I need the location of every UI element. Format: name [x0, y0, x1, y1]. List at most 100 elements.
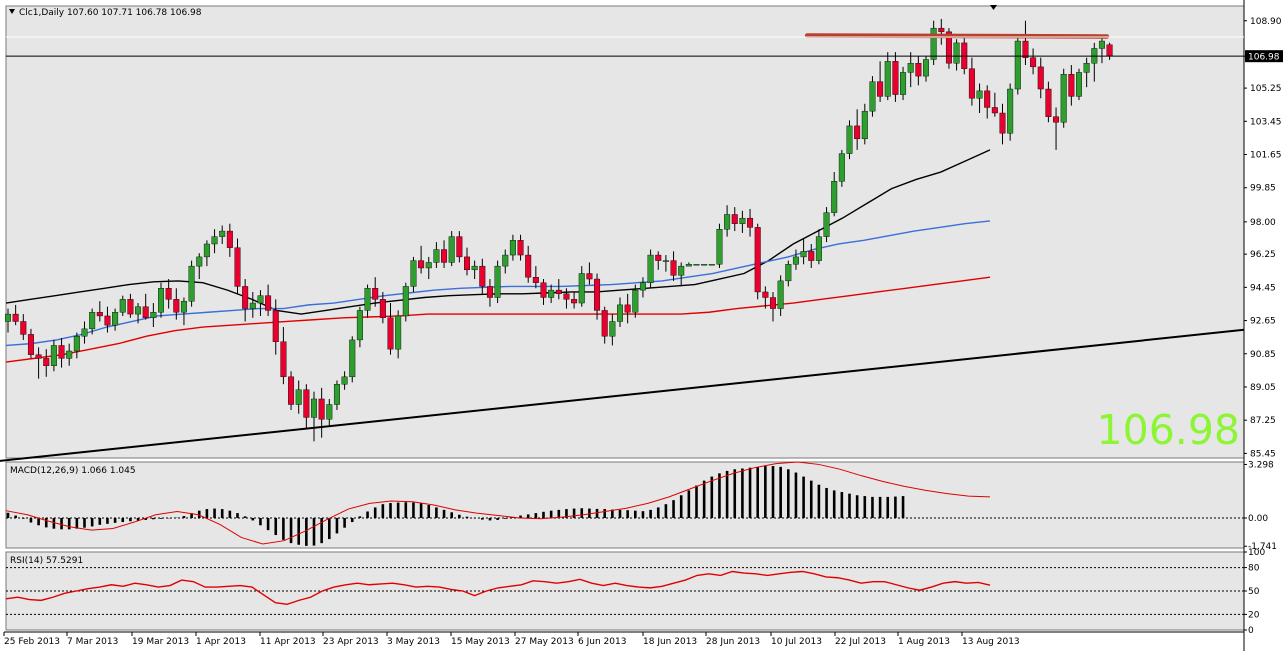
candle-body	[900, 72, 907, 95]
candle-body	[609, 321, 616, 337]
candle-body	[563, 293, 570, 300]
candle-body	[119, 299, 126, 313]
pane-background	[6, 6, 1244, 458]
rsi-tick-label: 0	[1248, 626, 1254, 636]
moving-average-line	[5, 276, 991, 363]
price-tick-label: 105.25	[1250, 84, 1282, 94]
candle-body	[800, 251, 807, 258]
candle-body	[984, 90, 991, 108]
candle-body	[173, 299, 180, 313]
candle-body	[242, 286, 249, 309]
candle-body	[662, 260, 669, 262]
rsi-tick-label: 100	[1248, 548, 1265, 558]
candle-body	[678, 265, 685, 276]
candle-body	[395, 315, 402, 350]
symbol-info: Clc1,Daily 107.60 107.71 106.78 106.98	[19, 8, 202, 18]
candle-body	[318, 398, 325, 420]
price-tick-label: 108.90	[1250, 17, 1282, 27]
candle-body	[502, 254, 509, 267]
candle-body	[1045, 88, 1052, 117]
candle-body	[12, 313, 19, 322]
candle-body	[211, 236, 218, 245]
candle-body	[50, 345, 57, 366]
candle-body	[632, 289, 639, 313]
candle-body	[127, 299, 134, 315]
macd-tick-label: -1.741	[1248, 542, 1277, 552]
candle-body	[999, 112, 1006, 134]
candle-body	[249, 302, 256, 309]
candle-body	[188, 265, 195, 302]
price-tick-label: 96.25	[1250, 250, 1276, 260]
candle-body	[670, 260, 677, 276]
candle-body	[655, 254, 662, 261]
candle-body	[226, 230, 233, 248]
rsi-line	[5, 570, 991, 605]
x-tick-label: 13 Aug 2013	[962, 637, 1020, 647]
x-tick-label: 25 Feb 2013	[4, 637, 60, 647]
candle-body	[923, 59, 930, 77]
candle-body	[624, 304, 631, 313]
candle-body	[364, 288, 371, 311]
candle-body	[1075, 72, 1082, 97]
candle-body	[639, 282, 646, 291]
candle-body	[333, 384, 340, 405]
x-tick-label: 10 Jul 2013	[771, 637, 822, 647]
candle-body	[387, 317, 394, 350]
x-tick-label: 1 Apr 2013	[196, 637, 246, 647]
candle-body	[66, 350, 73, 359]
candle-body	[1053, 116, 1060, 123]
candle-body	[494, 265, 501, 298]
x-tick-label: 3 May 2013	[387, 637, 440, 647]
candle-body	[754, 227, 761, 293]
candle-body	[517, 240, 524, 256]
candle-body	[1098, 40, 1105, 49]
candle-body	[135, 306, 142, 315]
macd-tick-label: 0.00	[1248, 514, 1268, 524]
candle-body	[4, 313, 11, 322]
candle-body	[356, 310, 363, 341]
candle-body	[272, 310, 279, 342]
candle-body	[785, 264, 792, 282]
rsi-tick-label: 80	[1248, 564, 1260, 574]
price-tick-label: 89.05	[1250, 383, 1276, 393]
big-price-label: 106.98	[1097, 406, 1240, 454]
candle-body	[165, 288, 172, 300]
price-tick-label: 101.65	[1250, 151, 1282, 161]
candle-body	[532, 277, 539, 283]
candle-body	[372, 288, 379, 300]
candle-body	[915, 62, 922, 77]
candle-body	[73, 336, 80, 352]
candle-body	[441, 249, 448, 263]
candle-body	[486, 286, 493, 298]
candle-body	[410, 260, 417, 287]
candle-body	[418, 260, 425, 269]
candle-body	[58, 345, 65, 359]
support-trendline	[0, 328, 1245, 462]
price-tick-label: 94.45	[1250, 283, 1276, 293]
rsi-tick-label: 50	[1248, 587, 1260, 597]
candle-body	[471, 265, 478, 271]
current-price-marker	[1245, 50, 1283, 63]
price-tick-label: 99.85	[1250, 184, 1276, 194]
candle-body	[777, 280, 784, 309]
candle-body	[349, 339, 356, 378]
candle-body	[341, 376, 348, 385]
candle-body	[548, 289, 555, 298]
candle-body	[823, 212, 830, 237]
candle-body	[601, 310, 608, 337]
price-tick-label: 92.65	[1250, 317, 1276, 327]
candle-body	[685, 264, 692, 267]
candle-body	[747, 217, 754, 228]
candle-body	[854, 125, 861, 140]
candle-body	[196, 256, 203, 267]
candle-body	[693, 264, 700, 266]
candle-body	[288, 376, 295, 405]
candle-body	[1037, 66, 1044, 90]
candle-body	[509, 240, 516, 256]
candle-body	[647, 254, 654, 283]
candle-body	[1083, 62, 1090, 73]
candle-body	[731, 214, 738, 224]
x-tick-label: 23 Apr 2013	[323, 637, 379, 647]
